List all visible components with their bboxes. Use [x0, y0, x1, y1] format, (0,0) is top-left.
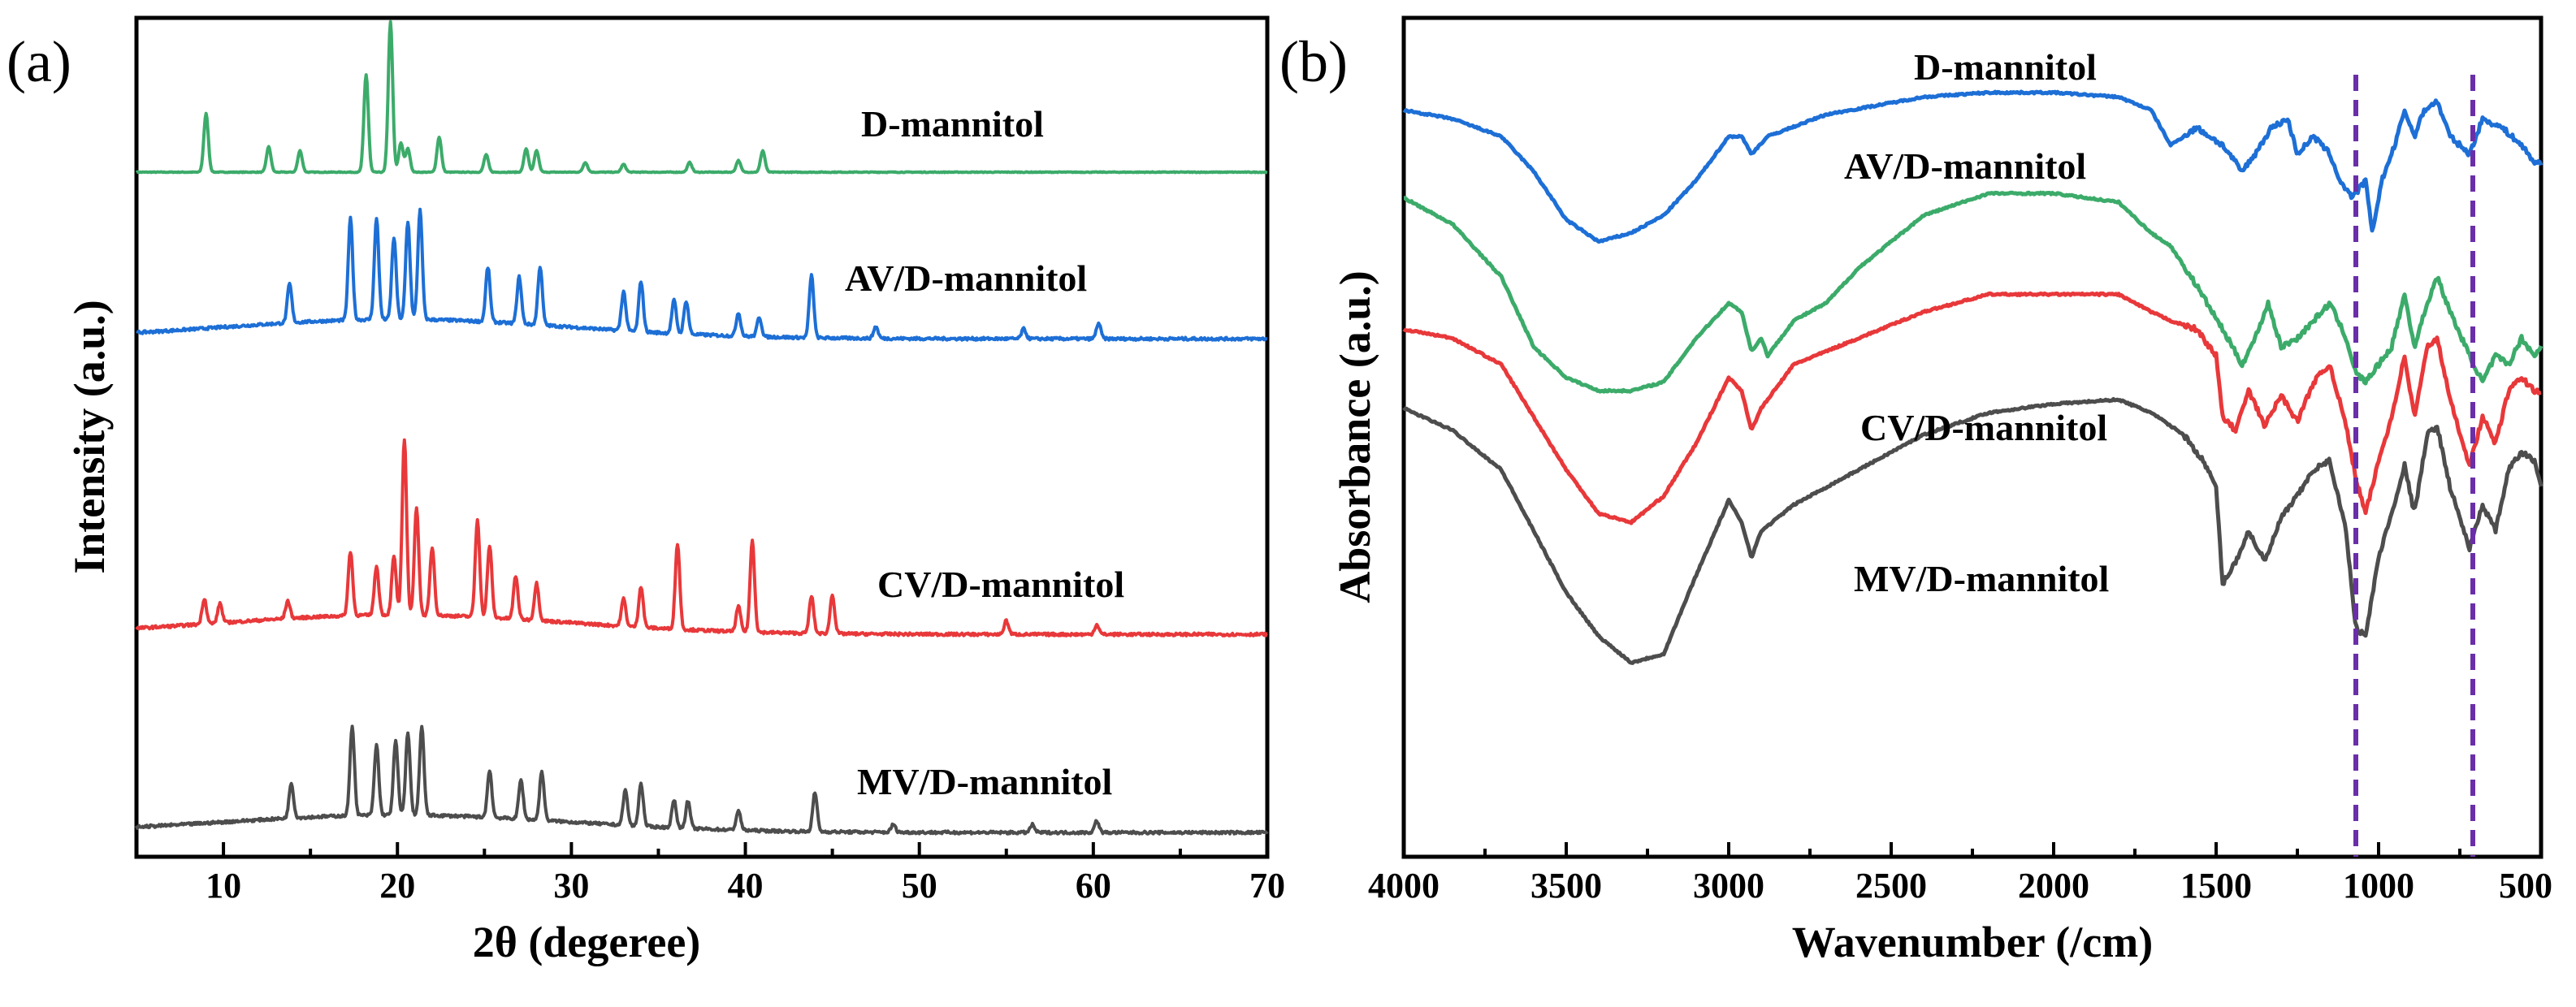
- panel-a-letter: (a): [6, 29, 71, 94]
- ftir-tick-label: 1500: [2180, 866, 2252, 905]
- xrd-tick-label: 50: [902, 866, 937, 905]
- ftir-tick-label: 2500: [1855, 866, 1927, 905]
- ftir-label-d-mannitol: D-mannitol: [1914, 46, 2097, 88]
- xrd-line-av-d-mannitol: [136, 207, 1268, 342]
- xrd-tick-label: 20: [379, 866, 415, 905]
- panel-b-letter: (b): [1279, 29, 1348, 94]
- xrd-x-ticks: 10 20 30 40 50 60 70: [135, 842, 1285, 905]
- ftir-reference-lines: [2353, 75, 2475, 857]
- ftir-tick-label: 4000: [1368, 866, 1440, 905]
- xrd-panel: (a) 10 20 30 40 50 60 70 2θ (degeree) Intensit…: [6, 15, 1285, 966]
- xrd-tick-label: 30: [553, 866, 589, 905]
- xrd-plot-frame: [134, 15, 1270, 859]
- xrd-label-mv-d-mannitol: MV/D-mannitol: [857, 761, 1112, 802]
- ftir-tick-label: 500: [2499, 866, 2552, 905]
- ftir-tick-label: 1000: [2343, 866, 2414, 905]
- xrd-line-d-mannitol: [135, 19, 1268, 175]
- xrd-line-mv-d-mannitol: [135, 724, 1269, 836]
- ftir-line-av-d-mannitol: [1403, 190, 2544, 394]
- ftir-x-ticks: 4000 3500 3000 2500 2000 1500 1000 500: [1368, 842, 2552, 905]
- ftir-panel: (b) 4000 3500 3000 2500 2000 1500 1000 500 Wave…: [1279, 15, 2552, 966]
- ftir-x-axis-title: Wavenumber (/cm): [1792, 918, 2153, 966]
- ftir-tick-label: 3500: [1530, 866, 1602, 905]
- xrd-label-d-mannitol: D-mannitol: [861, 103, 1044, 145]
- xrd-tick-label: 40: [728, 866, 764, 905]
- xrd-y-axis-title: Intensity (a.u.): [65, 300, 114, 574]
- ftir-label-mv-d-mannitol: MV/D-mannitol: [1854, 558, 2109, 599]
- xrd-label-av-d-mannitol: AV/D-mannitol: [845, 257, 1087, 299]
- xrd-x-axis-title: 2θ (degeree): [473, 918, 701, 966]
- ftir-tick-label: 2000: [2018, 866, 2089, 905]
- ftir-label-cv-d-mannitol: CV/D-mannitol: [1860, 407, 2107, 448]
- xrd-series-group: [135, 19, 1269, 836]
- ftir-line-mv-d-mannitol: [1402, 396, 2544, 665]
- xrd-line-cv-d-mannitol: [135, 438, 1268, 637]
- xrd-tick-label: 70: [1249, 866, 1285, 905]
- ftir-label-av-d-mannitol: AV/D-mannitol: [1844, 145, 2086, 187]
- xrd-label-cv-d-mannitol: CV/D-mannitol: [877, 564, 1124, 605]
- ftir-tick-label: 3000: [1693, 866, 1764, 905]
- ftir-series-group: [1402, 89, 2544, 665]
- xrd-tick-label: 60: [1076, 866, 1111, 905]
- xrd-tick-label: 10: [206, 866, 241, 905]
- ftir-line-cv-d-mannitol: [1402, 291, 2542, 525]
- ftir-line-d-mannitol: [1402, 89, 2544, 244]
- ftir-y-axis-title: Absorbance (a.u.): [1331, 270, 1379, 603]
